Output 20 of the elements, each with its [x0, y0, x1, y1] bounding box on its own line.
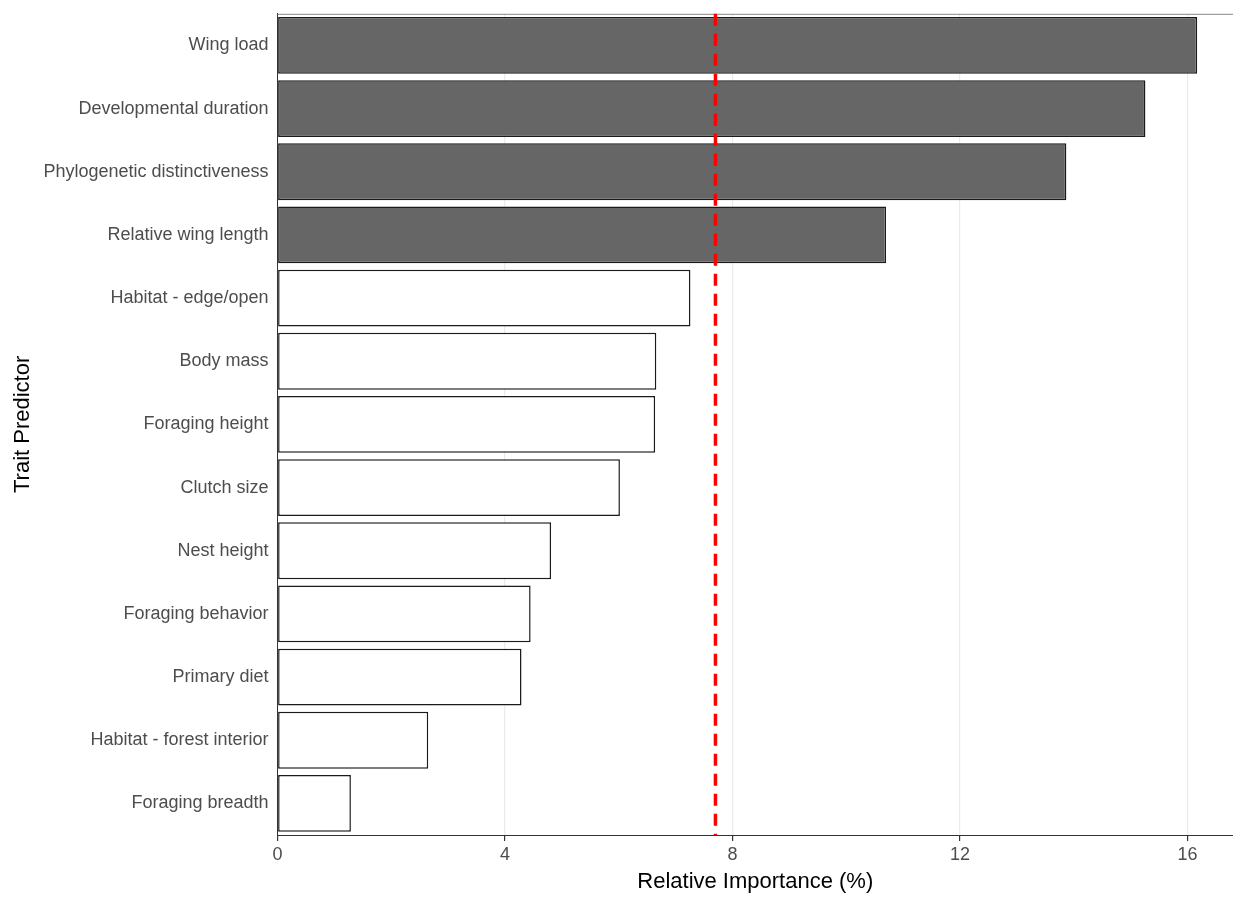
y-axis-title: Trait Predictor — [9, 355, 35, 494]
x-axis-title: Relative Importance (%) — [637, 867, 874, 893]
y-tick-label: Wing load — [188, 34, 269, 55]
y-tick-label: Foraging behavior — [123, 602, 269, 623]
y-tick-label: Foraging breadth — [131, 792, 269, 813]
y-tick-label: Clutch size — [180, 476, 269, 497]
x-tick-label: 0 — [272, 843, 283, 864]
y-tick-label: Relative wing length — [107, 223, 269, 244]
y-tick-label: Phylogenetic distinctiveness — [43, 160, 269, 181]
y-tick-label: Habitat - forest interior — [90, 729, 269, 750]
y-tick-label: Developmental duration — [78, 97, 269, 118]
y-tick-label: Nest height — [177, 539, 269, 560]
x-tick-label: 4 — [500, 843, 511, 864]
x-tick-label: 16 — [1177, 843, 1198, 864]
x-tick-label: 8 — [727, 843, 738, 864]
y-tick-label: Primary diet — [172, 666, 269, 687]
y-tick-label: Foraging height — [143, 413, 269, 434]
y-tick-label: Habitat - edge/open — [110, 287, 269, 308]
y-tick-label: Body mass — [179, 350, 269, 371]
x-tick-label: 12 — [949, 843, 971, 864]
